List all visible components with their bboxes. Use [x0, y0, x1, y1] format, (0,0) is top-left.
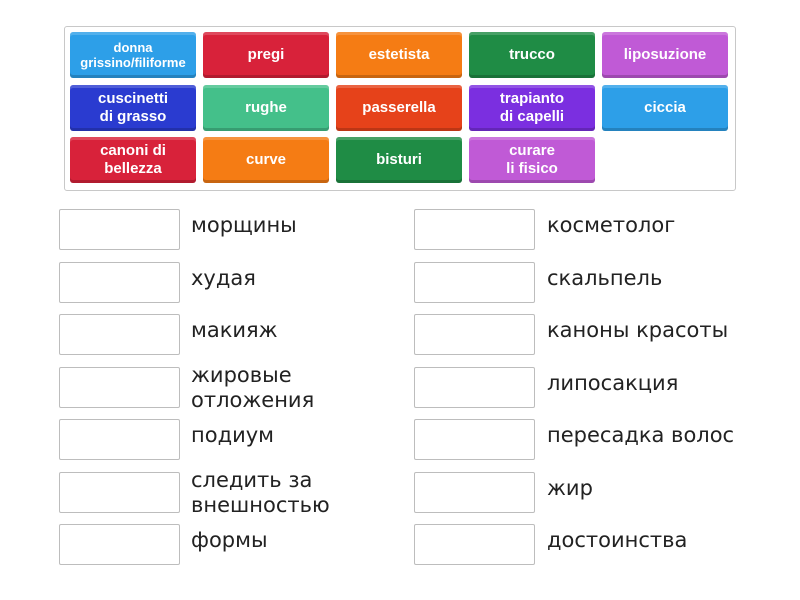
tile-label: estetista [368, 46, 430, 63]
target-label: подиум [191, 423, 275, 447]
tile-label: canoni di bellezza [100, 142, 166, 177]
tile-label: ciccia [644, 98, 686, 116]
drop-box[interactable] [59, 471, 180, 513]
tile-label: donna grissino/filiforme [80, 40, 186, 70]
tile-label: pregi [247, 46, 285, 63]
drop-box[interactable] [414, 261, 535, 303]
tile-label: bisturi [376, 151, 422, 168]
target-label: жир [547, 475, 593, 500]
drop-box[interactable] [59, 524, 180, 565]
draggable-tile[interactable]: curare li fisico [469, 137, 595, 183]
tile-label: curare li fisico [506, 142, 558, 177]
draggable-tile[interactable]: estetista [336, 32, 462, 78]
target-label: достоинства [547, 528, 688, 552]
target-label: липосакция [547, 370, 679, 395]
drop-box[interactable] [59, 419, 180, 460]
draggable-tile[interactable]: canoni di bellezza [70, 137, 196, 183]
target-label: косметолог [547, 213, 676, 237]
draggable-tile[interactable]: passerella [336, 84, 462, 131]
tile-label: passerella [362, 98, 436, 116]
drop-box[interactable] [59, 314, 180, 355]
draggable-tile[interactable]: rughe [203, 84, 329, 131]
target-label: макияж [191, 318, 278, 342]
tile-label: liposuzione [623, 46, 707, 63]
tile-label: cuscinetti di grasso [97, 89, 169, 125]
drop-box[interactable] [414, 524, 535, 565]
drop-box[interactable] [59, 366, 180, 408]
tile-label: rughe [245, 98, 287, 116]
drop-box[interactable] [414, 366, 535, 408]
drop-box[interactable] [414, 419, 535, 460]
draggable-tile[interactable]: pregi [203, 32, 329, 78]
target-label: морщины [191, 213, 297, 237]
tile-label: trucco [509, 46, 555, 63]
draggable-tile[interactable]: donna grissino/filiforme [70, 32, 196, 78]
drop-box[interactable] [59, 261, 180, 303]
draggable-tile[interactable]: bisturi [336, 137, 462, 183]
draggable-tile[interactable]: ciccia [602, 84, 728, 131]
target-label: жировые отложения [191, 362, 315, 412]
drop-box[interactable] [414, 471, 535, 513]
word-bank [64, 26, 736, 191]
draggable-tile[interactable]: trucco [469, 32, 595, 78]
drop-box[interactable] [414, 314, 535, 355]
target-label: худая [191, 265, 256, 290]
draggable-tile[interactable]: cuscinetti di grasso [70, 84, 196, 131]
target-label: скальпель [547, 265, 663, 290]
drop-box[interactable] [59, 209, 180, 250]
tile-label: trapianto di capelli [499, 89, 565, 125]
target-label: формы [191, 528, 268, 552]
draggable-tile[interactable]: curve [203, 137, 329, 183]
target-label: каноны красоты [547, 318, 729, 342]
target-label: следить за внешностью [191, 467, 330, 517]
drop-box[interactable] [414, 209, 535, 250]
draggable-tile[interactable]: liposuzione [602, 32, 728, 78]
draggable-tile[interactable]: trapianto di capelli [469, 84, 595, 131]
tile-label: curve [245, 151, 287, 168]
target-label: пересадка волос [547, 423, 735, 447]
